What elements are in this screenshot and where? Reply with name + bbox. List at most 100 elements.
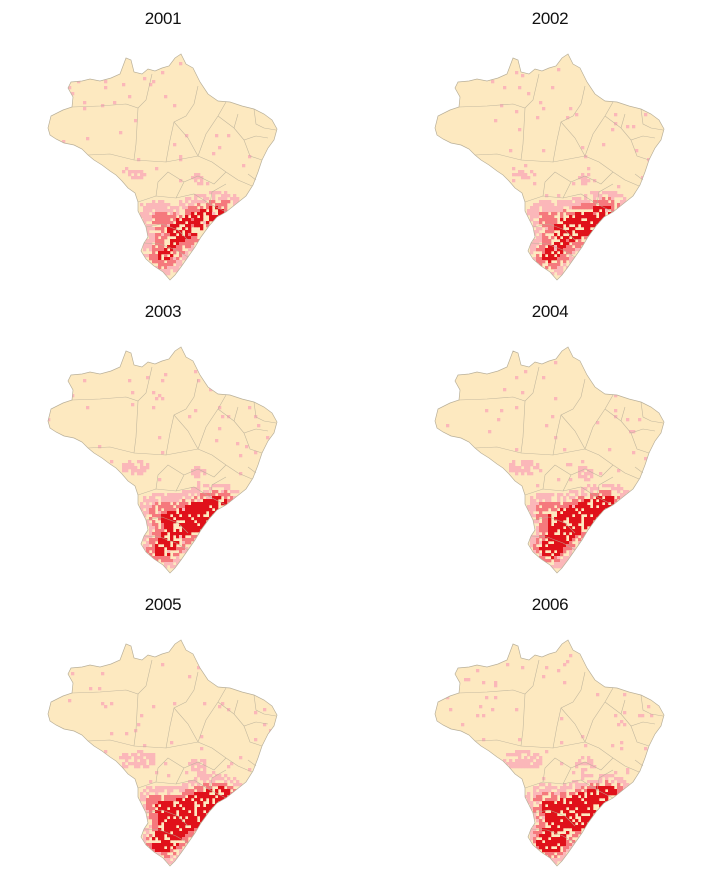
municipality-cell <box>197 810 201 814</box>
municipality-cell <box>545 499 549 503</box>
municipality-cell <box>581 206 585 210</box>
municipality-cell <box>632 430 636 434</box>
municipality-cell <box>536 466 540 470</box>
municipality-cell <box>536 493 540 497</box>
municipality-cell <box>578 505 582 509</box>
municipality-shading <box>446 654 654 865</box>
municipality-cell <box>548 251 552 255</box>
municipality-cell <box>167 233 171 237</box>
municipality-cell <box>161 834 165 838</box>
municipality-cell <box>581 532 585 536</box>
municipality-cell <box>554 361 558 365</box>
municipality-cell <box>104 750 108 754</box>
municipality-cell <box>527 469 531 473</box>
municipality-cell <box>170 245 174 249</box>
municipality-cell <box>581 221 585 225</box>
municipality-cell <box>563 819 567 823</box>
municipality-cell <box>152 508 156 512</box>
municipality-cell <box>170 828 174 832</box>
municipality-cell <box>551 544 555 548</box>
municipality-cell <box>641 714 645 718</box>
municipality-cell <box>170 227 174 231</box>
municipality-cell <box>545 505 549 509</box>
municipality-cell <box>200 526 204 530</box>
municipality-cell <box>191 221 195 225</box>
municipality-cell <box>152 813 156 817</box>
municipality-cell <box>542 239 546 243</box>
municipality-cell <box>194 218 198 222</box>
municipality-cell <box>152 538 156 542</box>
municipality-cell <box>191 511 195 515</box>
municipality-cell <box>179 155 183 159</box>
municipality-cell <box>167 834 171 838</box>
municipality-cell <box>155 843 159 847</box>
municipality-cell <box>191 819 195 823</box>
municipality-cell <box>161 493 165 497</box>
municipality-cell <box>542 520 546 524</box>
municipality-cell <box>143 248 147 252</box>
municipality-cell <box>167 245 171 249</box>
municipality-cell <box>164 538 168 542</box>
municipality-cell <box>527 750 531 754</box>
municipality-cell <box>182 828 186 832</box>
municipality-cell <box>581 777 585 781</box>
municipality-cell <box>98 445 102 449</box>
municipality-cell <box>227 499 231 503</box>
municipality-cell <box>572 248 576 252</box>
municipality-cell <box>575 523 579 527</box>
municipality-cell <box>551 565 555 569</box>
municipality-cell <box>164 221 168 225</box>
municipality-cell <box>557 242 561 246</box>
municipality-cell <box>146 254 150 258</box>
municipality-cell <box>200 227 204 231</box>
municipality-cell <box>563 523 567 527</box>
municipality-cell <box>533 535 537 539</box>
municipality-cell <box>560 828 564 832</box>
municipality-cell <box>584 508 588 512</box>
municipality-cell <box>119 131 123 135</box>
municipality-cell <box>581 810 585 814</box>
municipality-cell <box>173 831 177 835</box>
municipality-cell <box>569 239 573 243</box>
municipality-cell <box>185 215 189 219</box>
municipality-cell <box>617 777 621 781</box>
municipality-cell <box>614 777 618 781</box>
municipality-cell <box>155 203 159 207</box>
municipality-cell <box>152 801 156 805</box>
municipality-cell <box>533 795 537 799</box>
municipality-cell <box>476 714 480 718</box>
municipality-cell <box>143 212 147 216</box>
municipality-cell <box>572 538 576 542</box>
municipality-cell <box>161 807 165 811</box>
municipality-cell <box>176 562 180 566</box>
municipality-cell <box>209 807 213 811</box>
municipality-cell <box>569 251 573 255</box>
municipality-cell <box>521 463 525 467</box>
municipality-cell <box>605 505 609 509</box>
municipality-cell <box>143 828 147 832</box>
municipality-cell <box>572 813 576 817</box>
municipality-cell <box>158 786 162 790</box>
municipality-cell <box>128 170 132 174</box>
municipality-cell <box>551 532 555 536</box>
municipality-cell <box>137 170 141 174</box>
municipality-cell <box>206 493 210 497</box>
municipality-cell <box>218 197 222 201</box>
municipality-cell <box>200 735 204 739</box>
municipality-cell <box>182 822 186 826</box>
municipality-cell <box>158 538 162 542</box>
municipality-cell <box>539 239 543 243</box>
municipality-cell <box>539 508 543 512</box>
municipality-cell <box>215 439 219 443</box>
state-border <box>243 725 263 747</box>
municipality-cell <box>548 496 552 500</box>
municipality-cell <box>152 391 156 395</box>
municipality-cell <box>152 759 156 763</box>
municipality-cell <box>539 831 543 835</box>
municipality-cell <box>212 505 216 509</box>
municipality-cell <box>536 801 540 805</box>
municipality-cell <box>530 496 534 500</box>
municipality-cell <box>563 242 567 246</box>
municipality-cell <box>548 807 552 811</box>
municipality-cell <box>188 804 192 808</box>
